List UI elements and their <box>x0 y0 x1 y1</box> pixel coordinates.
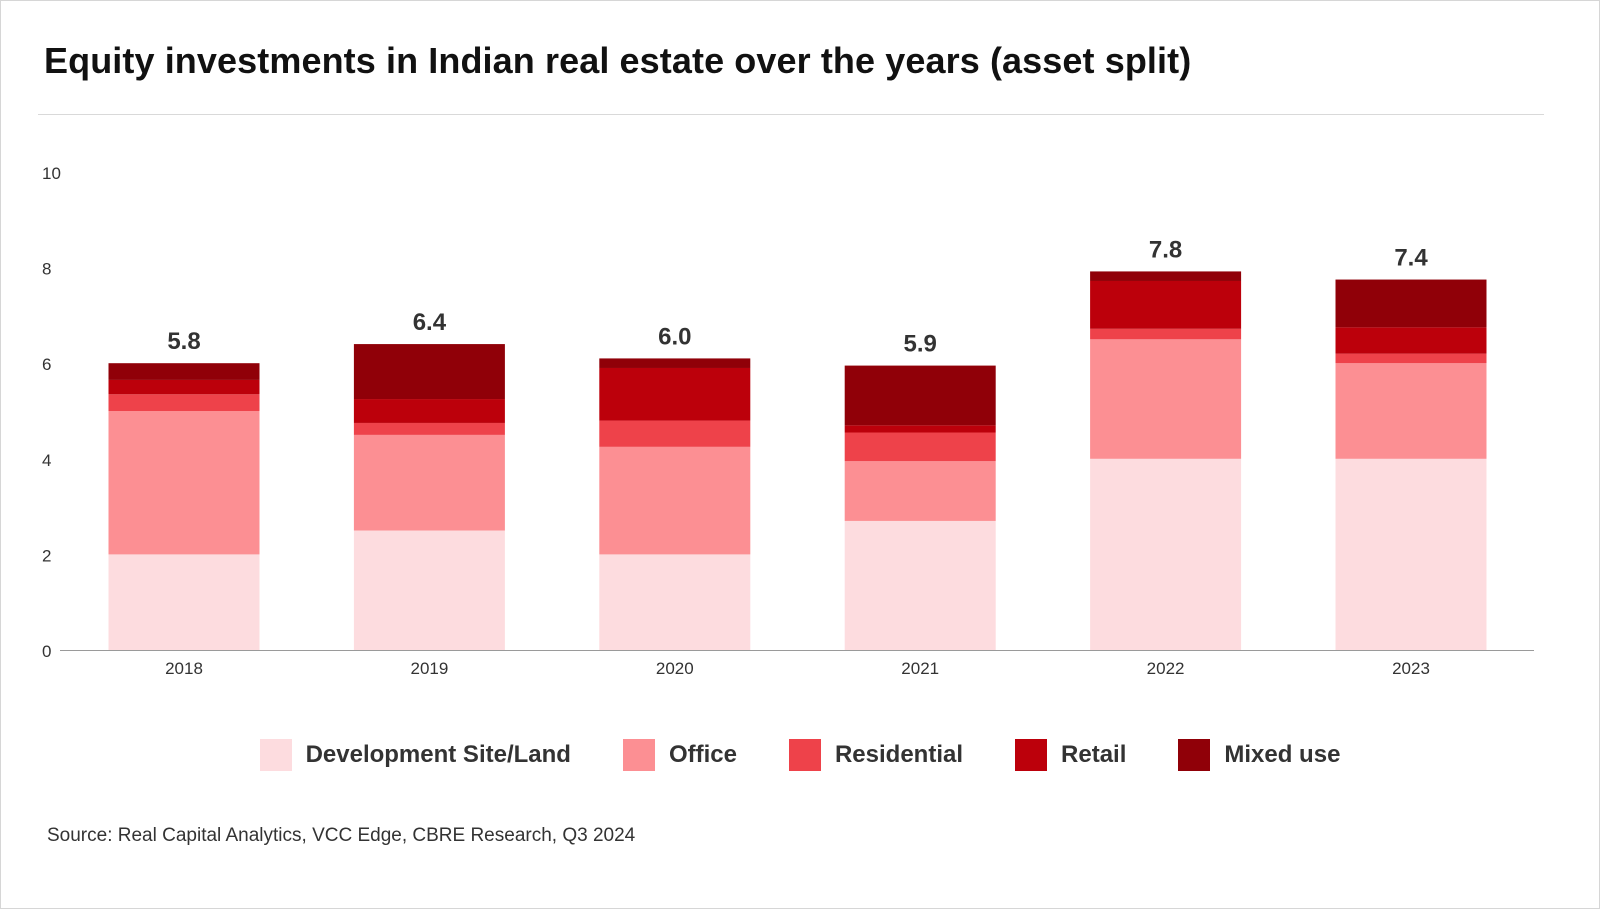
bar-segment <box>108 411 260 555</box>
bar-segment <box>599 446 751 555</box>
bar-segment <box>844 425 996 433</box>
y-tick-label: 4 <box>42 451 51 470</box>
source-note: Source: Real Capital Analytics, VCC Edge… <box>47 825 636 846</box>
bar-segment <box>844 365 996 426</box>
bar-segment <box>1090 339 1242 459</box>
bar-segment <box>353 434 505 531</box>
y-tick-label: 10 <box>42 164 61 183</box>
bar-segment <box>599 358 751 368</box>
y-tick-label: 0 <box>42 642 51 661</box>
bar-segment <box>108 394 260 411</box>
bar-segment <box>353 422 505 435</box>
x-tick-label: 2021 <box>901 659 939 678</box>
bar-segment <box>1335 327 1487 354</box>
legend-label: Retail <box>1061 741 1127 768</box>
bar-total-label: 6.0 <box>658 323 691 350</box>
legend-swatch <box>1178 739 1211 771</box>
bar-segment <box>353 344 505 400</box>
bar-segment <box>599 367 751 421</box>
chart-legend: Development Site/Land Office Residential Re… <box>0 738 1600 772</box>
legend-item: Residential <box>788 739 964 771</box>
bar-total-label: 5.9 <box>904 331 937 358</box>
bar-segment <box>599 554 751 650</box>
x-tick-label: 2020 <box>656 659 694 678</box>
bar-segment <box>844 432 996 462</box>
bar-segment <box>1090 458 1242 650</box>
x-tick-label: 2018 <box>165 659 203 678</box>
y-tick-label: 6 <box>42 355 51 374</box>
bar-segment <box>1090 280 1242 329</box>
legend-item: Office <box>622 739 737 771</box>
bar-total-label: 7.8 <box>1149 236 1182 263</box>
x-tick-label: 2023 <box>1392 659 1430 678</box>
legend-swatch <box>1015 739 1048 771</box>
bar-segment <box>108 363 260 380</box>
stacked-bar-chart: 0 2 4 6 8 10 5.8 2018 6.4 2019 6.0 2020 5.9 2021 7.8 20… <box>42 164 1534 678</box>
bar-segment <box>353 399 505 423</box>
bar-segment <box>1335 363 1487 459</box>
y-tick-label: 8 <box>42 260 51 279</box>
chart-title: Equity investments in Indian real estate… <box>44 40 1192 81</box>
bar-total-label: 5.8 <box>167 328 200 355</box>
bar-segment <box>1335 279 1487 328</box>
legend-item: Mixed use <box>1178 739 1340 771</box>
bar-segment <box>1335 458 1487 650</box>
bar-segment <box>1090 328 1242 340</box>
bar-segment <box>1090 271 1242 281</box>
y-tick-label: 2 <box>42 546 51 565</box>
legend-item: Retail <box>1015 739 1126 771</box>
title-divider <box>38 114 1544 115</box>
bar-segment <box>353 530 505 650</box>
legend-item: Development Site/Land <box>259 739 571 771</box>
legend-label: Development Site/Land <box>305 741 571 768</box>
legend-label: Office <box>668 741 737 768</box>
bar-segment <box>844 461 996 521</box>
bar-segment <box>599 420 751 447</box>
bar-total-label: 7.4 <box>1394 245 1428 272</box>
legend-swatch <box>622 739 655 771</box>
legend-label: Residential <box>834 741 964 768</box>
bar-total-label: 6.4 <box>413 309 447 336</box>
bar-segment <box>108 379 260 395</box>
bar-segment <box>108 554 260 650</box>
bar-segment <box>844 520 996 650</box>
x-tick-label: 2022 <box>1147 659 1185 678</box>
legend-swatch <box>788 739 821 771</box>
x-tick-label: 2019 <box>410 659 448 678</box>
legend-swatch <box>259 739 292 771</box>
bar-segment <box>1335 353 1487 364</box>
legend-label: Mixed use <box>1224 741 1341 768</box>
